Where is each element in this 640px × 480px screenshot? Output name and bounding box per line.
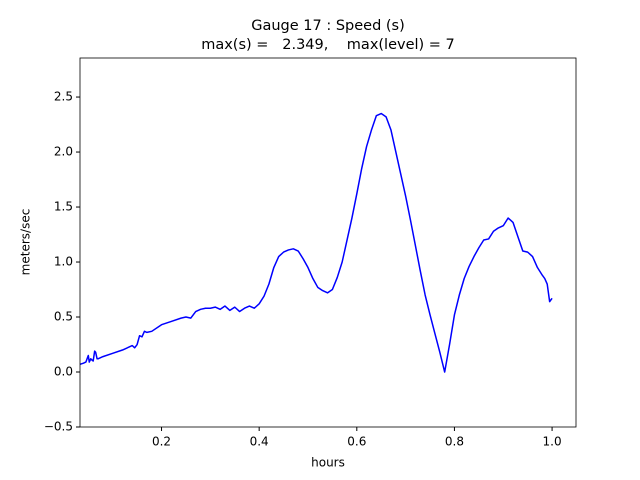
y-axis-label: meters/sec [19, 209, 33, 276]
data-line [79, 112, 553, 373]
y-tick-label: 0.0 [54, 365, 73, 379]
y-tick-label: 0.5 [54, 310, 73, 324]
y-tick-label: 1.0 [54, 255, 73, 269]
plot-frame [79, 57, 577, 428]
chart-subtitle: max(s) = 2.349, max(level) = 7 [201, 37, 455, 53]
y-tick-label: 2.0 [54, 145, 73, 159]
y-tick-label: 1.5 [54, 200, 73, 214]
y-tick-label: 2.5 [54, 90, 73, 104]
x-tick-label: 0.8 [445, 435, 464, 449]
y-tick-label: −0.5 [44, 420, 73, 434]
x-axis-label: hours [311, 456, 345, 470]
x-tick-label: 0.4 [250, 435, 269, 449]
chart-title: Gauge 17 : Speed (s) [251, 18, 405, 34]
x-tick-label: 0.2 [152, 435, 171, 449]
x-tick-label: 1.0 [543, 435, 562, 449]
x-tick-label: 0.6 [347, 435, 366, 449]
